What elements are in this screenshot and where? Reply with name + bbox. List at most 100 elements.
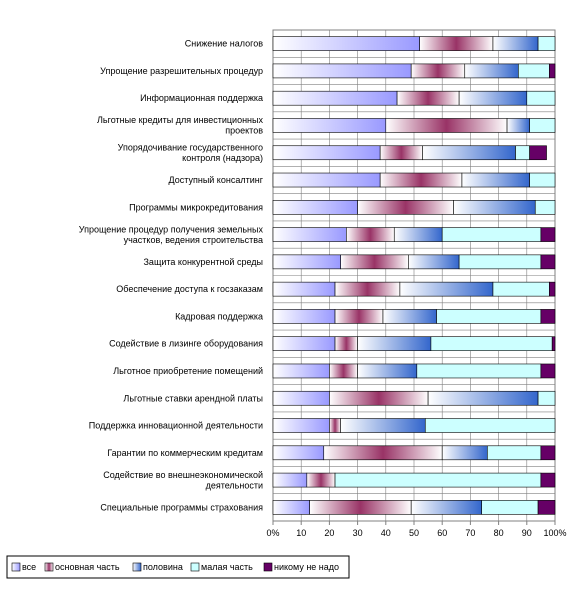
bar-segment-4 xyxy=(458,254,542,270)
bar-segment-1 xyxy=(272,281,336,297)
bar-segment-4 xyxy=(416,363,542,379)
bar-segment-3 xyxy=(441,445,488,461)
category-label: Защита конкурентной среды xyxy=(144,257,264,267)
bar-segment-1 xyxy=(272,118,387,133)
bar-segment-5 xyxy=(551,336,556,351)
bar-segment-2 xyxy=(329,418,341,433)
bar-segment-1 xyxy=(272,309,336,324)
bar-segment-2 xyxy=(340,254,409,270)
bar-segment-3 xyxy=(382,309,437,324)
category-labels: Снижение налогов Упрощение разрешительных… xyxy=(79,39,264,513)
bar-segment-2 xyxy=(309,500,412,515)
category-label: Обеспечение доступа к госзаказам xyxy=(116,284,263,294)
x-tick-label: 50 xyxy=(409,528,419,538)
x-tick-label: 70 xyxy=(465,528,475,538)
bar-segment-4 xyxy=(334,472,542,488)
bar-segment-3 xyxy=(458,90,528,106)
x-tick-label: 0% xyxy=(266,528,279,538)
bar-segment-3 xyxy=(461,172,530,188)
x-axis: 0% 10 20 30 40 50 60 70 80 90 100% xyxy=(266,521,567,538)
legend-swatch-2 xyxy=(44,562,54,572)
bar-segment-2 xyxy=(334,336,358,351)
bar-segment-2 xyxy=(385,118,508,133)
x-tick-label: 40 xyxy=(381,528,391,538)
bar-segment-5 xyxy=(529,145,547,161)
legend-label-2: основная часть xyxy=(55,562,120,572)
category-label: Льготное приобретение помещений xyxy=(113,366,263,376)
bar-segment-3 xyxy=(453,200,536,215)
bar-segment-5 xyxy=(549,63,556,79)
legend-label-1: все xyxy=(22,562,36,572)
category-label: Содействие в лизинге оборудования xyxy=(109,339,263,349)
bar-segment-4 xyxy=(430,336,553,351)
legend: все основная часть половина малая часть нико… xyxy=(6,555,350,579)
category-label: Информационная поддержка xyxy=(140,93,263,103)
bar-segment-4 xyxy=(487,445,542,461)
bar-segment-4 xyxy=(481,500,539,515)
category-label: Доступный консалтинг xyxy=(169,175,264,185)
bar-segment-2 xyxy=(323,445,443,461)
bar-segment-3 xyxy=(422,145,516,161)
bar-segment-1 xyxy=(272,336,336,351)
legend-swatch-1 xyxy=(11,562,21,572)
bar-segment-3 xyxy=(357,363,418,379)
bar-segment-5 xyxy=(540,472,556,488)
x-tick-label: 30 xyxy=(353,528,363,538)
category-label: Упрощение процедур получения земельных уч… xyxy=(79,224,264,245)
bar-segment-1 xyxy=(272,363,330,379)
legend-swatch-3 xyxy=(132,562,142,572)
bar-segment-4 xyxy=(534,200,556,215)
category-label: Гарантии по коммерческим кредитам xyxy=(107,448,263,458)
x-tick-label: 20 xyxy=(324,528,334,538)
category-label: Поддержка инновационной деятельности xyxy=(89,421,263,431)
bar-segment-1 xyxy=(272,500,310,515)
bar-segment-5 xyxy=(537,500,556,515)
x-tick-label: 80 xyxy=(494,528,504,538)
bar-segment-1 xyxy=(272,227,347,242)
bar-segment-4 xyxy=(529,118,556,133)
x-tick-label: 10 xyxy=(296,528,306,538)
bar-segment-1 xyxy=(272,63,412,79)
bar-segment-1 xyxy=(272,445,325,461)
bar-segment-3 xyxy=(357,336,432,351)
bar-segment-3 xyxy=(399,281,494,297)
bar-segment-1 xyxy=(272,254,341,270)
category-label: Содействие во внешнеэкономической деятель… xyxy=(103,470,263,491)
bar-segment-3 xyxy=(340,418,426,433)
bar-segment-3 xyxy=(408,254,460,270)
bar-segment-2 xyxy=(357,200,454,215)
bar-segment-3 xyxy=(464,63,519,79)
legend-label-5: никому не надо xyxy=(274,562,339,572)
bar-segment-2 xyxy=(379,172,463,188)
category-label: Упорядочивание государственного контроля … xyxy=(118,143,263,164)
bar-segment-1 xyxy=(272,472,308,488)
legend-box xyxy=(6,555,350,579)
category-label: Упрощение разрешительных процедур xyxy=(100,66,263,76)
bar-segment-4 xyxy=(518,63,550,79)
category-label: Льготные кредиты для инвестиционных проек… xyxy=(97,115,263,136)
category-label: Программы микрокредитования xyxy=(129,202,263,212)
bar-segment-2 xyxy=(396,90,460,106)
bar-segment-4 xyxy=(515,145,530,161)
bar-segment-4 xyxy=(436,309,542,324)
plot-area xyxy=(272,29,556,522)
bar-segment-2 xyxy=(334,281,401,297)
bar-segment-2 xyxy=(346,227,395,242)
category-label: Снижение налогов xyxy=(185,39,263,49)
bar-segment-4 xyxy=(441,227,542,242)
bar-segment-4 xyxy=(537,390,556,406)
bar-segment-1 xyxy=(272,172,381,188)
category-label: Кадровая поддержка xyxy=(175,311,263,321)
bar-segment-4 xyxy=(529,172,556,188)
bar-segment-2 xyxy=(334,309,384,324)
bar-segment-5 xyxy=(549,281,556,297)
bar-segment-4 xyxy=(526,90,556,106)
bar-segment-5 xyxy=(540,363,556,379)
category-label: Специальные программы страхования xyxy=(100,502,263,512)
x-tick-label: 100% xyxy=(543,528,566,538)
bar-segment-1 xyxy=(272,36,420,51)
bar-segment-4 xyxy=(492,281,550,297)
legend-swatch-4 xyxy=(190,562,200,572)
bar-segment-5 xyxy=(540,254,556,270)
